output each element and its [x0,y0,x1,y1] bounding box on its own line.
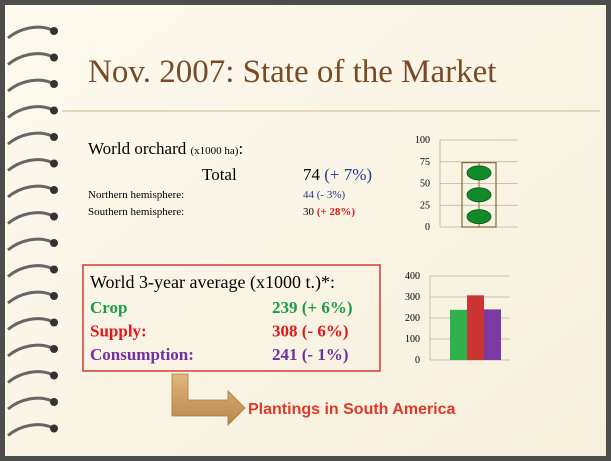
spiral-binding [7,25,58,437]
y-tick-label: 50 [420,179,430,190]
ring-hole [50,106,58,115]
ring [7,211,53,225]
ring-hole [50,292,58,300]
average-value: 308 (- 6%) [272,322,348,341]
y-tick-label: 400 [405,271,420,282]
ring-hole [50,371,58,380]
ring [7,25,53,40]
ring-hole [50,133,58,141]
ring-hole [50,265,58,274]
ring [7,131,53,146]
y-tick-label: 75 [420,157,430,168]
y-tick-label: 0 [425,222,430,233]
ring [7,264,53,278]
ring [7,396,53,411]
north-label: Northern hemisphere: [88,189,184,201]
ring [7,290,53,305]
ring-hole [50,53,58,62]
ring-hole [50,212,58,221]
ring [7,317,53,331]
ring [7,423,53,437]
ring [7,52,53,66]
south-label: Southern hemisphere: [88,206,184,218]
average-label: Supply: [90,322,147,341]
total-label: Total [202,165,237,184]
ring [7,184,53,199]
bar [484,309,501,360]
y-tick-label: 300 [405,292,420,303]
ring [7,343,53,358]
north-value: 44 (- 3%) [303,189,345,201]
ring-hole [50,80,58,88]
ring-hole [50,239,58,247]
ring [7,105,53,119]
average-label: Consumption: [90,345,194,364]
oval [466,209,492,225]
ring [7,237,53,252]
y-tick-label: 100 [415,135,430,146]
y-tick-label: 25 [420,200,430,211]
ring-hole [50,186,58,194]
ring-hole [50,398,58,406]
callout: Plantings in South America [248,401,456,418]
south-value: 30 (+ 28%) [303,206,355,218]
ring [7,78,53,93]
ring [7,158,53,172]
y-tick-label: 0 [415,355,420,366]
average-value: 239 (+ 6%) [272,298,353,317]
average-heading: World 3-year average (x1000 t.)*: [90,272,335,293]
ring-hole [50,345,58,353]
ring [7,370,53,384]
bar [450,309,467,360]
bar [467,295,484,360]
average-label: Crop [90,298,127,317]
arrow [171,373,246,426]
background [5,5,606,456]
y-tick-label: 100 [405,334,420,345]
ring-hole [50,159,58,168]
total-value: 74 (+ 7%) [303,165,372,184]
y-tick-label: 200 [405,313,420,324]
orchard-heading: World orchard (x1000 ha): [88,139,243,158]
ring-hole [50,27,58,35]
average-box [82,264,381,372]
ring-hole [50,318,58,327]
ring-hole [50,424,58,433]
oval [466,165,492,181]
average-value: 241 (- 1%) [272,345,348,364]
oval [466,187,492,203]
title: Nov. 2007: State of the Market [88,54,496,90]
